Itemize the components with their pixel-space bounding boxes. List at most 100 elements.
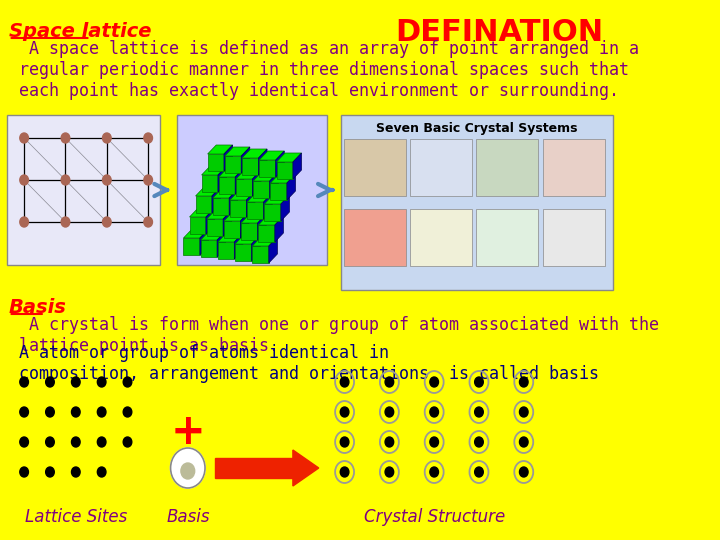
- Polygon shape: [269, 172, 278, 198]
- Polygon shape: [264, 195, 289, 204]
- Circle shape: [341, 407, 349, 417]
- Circle shape: [45, 467, 54, 477]
- Circle shape: [341, 437, 349, 447]
- Circle shape: [20, 217, 28, 227]
- Text: DEFINATION: DEFINATION: [395, 18, 603, 47]
- Circle shape: [474, 407, 483, 417]
- Polygon shape: [258, 149, 267, 175]
- Circle shape: [385, 437, 394, 447]
- Polygon shape: [240, 212, 249, 238]
- Polygon shape: [253, 246, 269, 263]
- Polygon shape: [241, 147, 250, 173]
- FancyBboxPatch shape: [343, 139, 406, 196]
- Polygon shape: [219, 177, 235, 194]
- Polygon shape: [275, 216, 284, 242]
- Polygon shape: [207, 154, 224, 171]
- Polygon shape: [225, 156, 241, 173]
- Polygon shape: [276, 162, 293, 179]
- Polygon shape: [293, 153, 302, 179]
- Text: Lattice Sites: Lattice Sites: [24, 508, 127, 526]
- Polygon shape: [253, 237, 277, 246]
- Circle shape: [102, 175, 111, 185]
- Polygon shape: [196, 196, 212, 213]
- Polygon shape: [246, 191, 255, 217]
- Polygon shape: [247, 193, 272, 202]
- Polygon shape: [224, 145, 233, 171]
- Polygon shape: [269, 237, 277, 263]
- FancyBboxPatch shape: [477, 209, 539, 266]
- Polygon shape: [234, 233, 243, 259]
- FancyBboxPatch shape: [343, 209, 406, 266]
- Circle shape: [341, 377, 349, 387]
- Circle shape: [144, 175, 153, 185]
- Circle shape: [45, 377, 54, 387]
- Polygon shape: [235, 168, 244, 194]
- Polygon shape: [217, 231, 225, 257]
- Polygon shape: [276, 153, 302, 162]
- Text: A atom or group of atoms identical in
 composition, arrangement and orientations: A atom or group of atoms identical in co…: [9, 344, 598, 383]
- Polygon shape: [241, 223, 258, 240]
- Circle shape: [144, 217, 153, 227]
- Polygon shape: [251, 235, 260, 261]
- Polygon shape: [259, 160, 276, 177]
- Polygon shape: [241, 214, 266, 223]
- Polygon shape: [184, 229, 209, 238]
- Polygon shape: [189, 208, 215, 217]
- Polygon shape: [218, 166, 227, 192]
- Polygon shape: [213, 198, 229, 215]
- Circle shape: [20, 437, 28, 447]
- Circle shape: [71, 467, 80, 477]
- Polygon shape: [200, 229, 209, 255]
- Circle shape: [430, 407, 438, 417]
- Circle shape: [97, 467, 106, 477]
- Polygon shape: [212, 187, 220, 213]
- Circle shape: [20, 175, 28, 185]
- Polygon shape: [242, 149, 267, 158]
- Circle shape: [385, 407, 394, 417]
- Polygon shape: [258, 216, 284, 225]
- Circle shape: [519, 467, 528, 477]
- Circle shape: [430, 437, 438, 447]
- Circle shape: [123, 407, 132, 417]
- Polygon shape: [235, 235, 260, 244]
- Polygon shape: [271, 183, 287, 200]
- Circle shape: [20, 133, 28, 143]
- Circle shape: [71, 407, 80, 417]
- Polygon shape: [253, 170, 261, 196]
- Polygon shape: [229, 189, 238, 215]
- Circle shape: [144, 133, 153, 143]
- Circle shape: [430, 377, 438, 387]
- FancyBboxPatch shape: [341, 115, 613, 290]
- Polygon shape: [184, 238, 200, 255]
- Circle shape: [97, 377, 106, 387]
- Circle shape: [171, 448, 205, 488]
- Polygon shape: [201, 231, 225, 240]
- Text: Seven Basic Crystal Systems: Seven Basic Crystal Systems: [377, 122, 578, 135]
- Circle shape: [123, 437, 132, 447]
- Circle shape: [430, 467, 438, 477]
- Polygon shape: [218, 242, 234, 259]
- FancyBboxPatch shape: [215, 458, 293, 478]
- Circle shape: [123, 377, 132, 387]
- Polygon shape: [276, 151, 284, 177]
- Polygon shape: [264, 193, 272, 219]
- Circle shape: [385, 467, 394, 477]
- Polygon shape: [230, 200, 246, 217]
- Polygon shape: [207, 145, 233, 154]
- Circle shape: [71, 437, 80, 447]
- Polygon shape: [247, 202, 264, 219]
- Polygon shape: [230, 191, 255, 200]
- Text: Basis: Basis: [9, 298, 66, 317]
- Circle shape: [20, 467, 28, 477]
- Polygon shape: [201, 240, 217, 257]
- Text: A crystal is form when one or group of atom associated with the
 lattice point i: A crystal is form when one or group of a…: [9, 316, 659, 355]
- Polygon shape: [219, 168, 244, 177]
- Polygon shape: [281, 195, 289, 221]
- Text: A space lattice is defined as an array of point arranged in a
 regular periodic : A space lattice is defined as an array o…: [9, 40, 639, 99]
- FancyBboxPatch shape: [543, 139, 605, 196]
- Circle shape: [20, 377, 28, 387]
- Circle shape: [97, 407, 106, 417]
- Circle shape: [61, 133, 70, 143]
- Text: Crystal Structure: Crystal Structure: [364, 508, 505, 526]
- Polygon shape: [202, 175, 218, 192]
